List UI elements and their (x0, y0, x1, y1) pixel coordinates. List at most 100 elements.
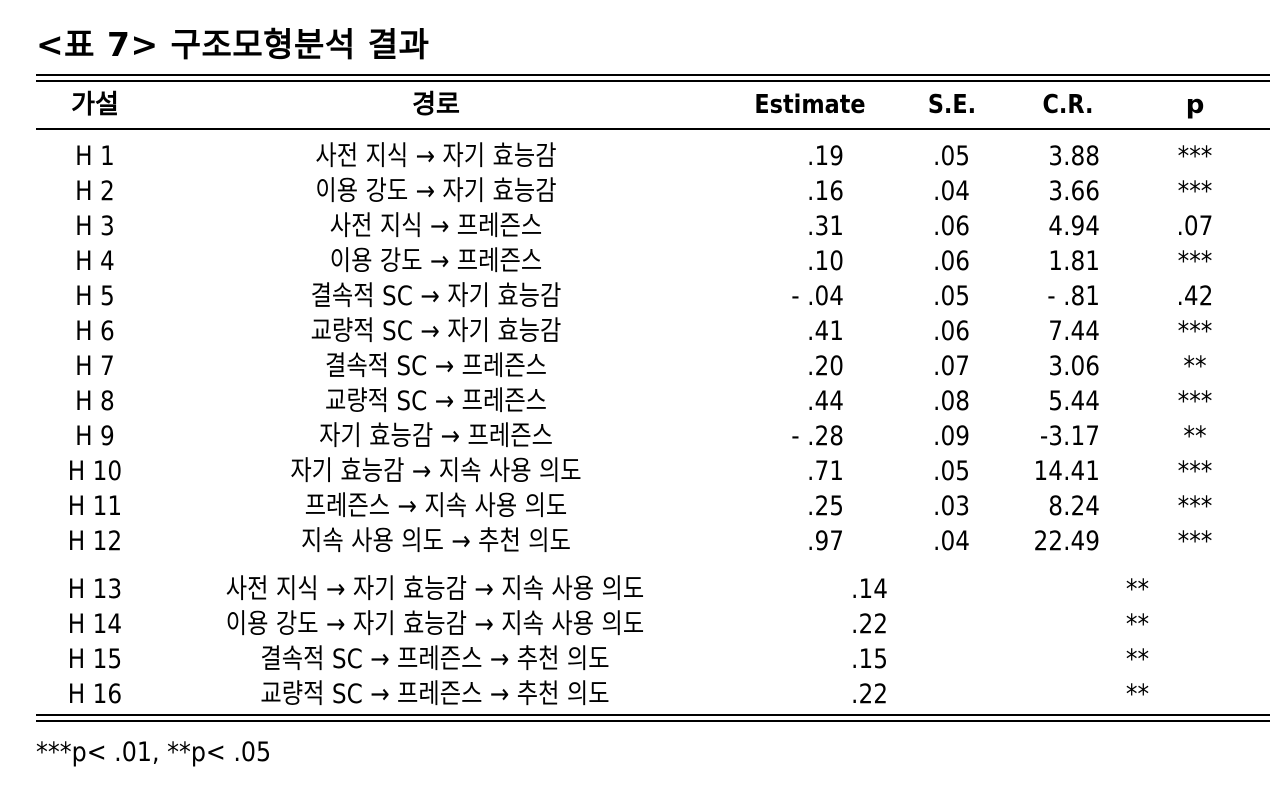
row-p: ** (1125, 644, 1150, 675)
row-hypothesis: H 11 (67, 491, 123, 522)
row-p: *** (1177, 246, 1213, 277)
row-cr: 3.06 (1048, 351, 1100, 382)
bottom-rule (36, 714, 1270, 716)
row-estimate: .25 (807, 491, 844, 522)
header-hypothesis: 가설 (71, 90, 119, 120)
row-path: 자기 효능감 → 지속 사용 의도 (290, 456, 582, 487)
row-estimate: .41 (807, 316, 844, 347)
row-hypothesis: H 9 (75, 421, 115, 452)
row-p: ** (1125, 574, 1150, 605)
significance-footnote: ***p< .01, **p< .05 (36, 737, 272, 768)
row-se: .07 (933, 351, 970, 382)
header-path: 경로 (412, 90, 460, 120)
header-cr: C.R. (1042, 90, 1094, 120)
row-p: *** (1177, 491, 1213, 522)
row-path: 이용 강도 → 프레즌스 (329, 246, 543, 277)
row-se: .03 (933, 491, 970, 522)
row-estimate: .22 (851, 679, 888, 710)
row-se: .06 (933, 211, 970, 242)
row-estimate: .14 (851, 574, 888, 605)
table-row: H 10 자기 효능감 → 지속 사용 의도 .71 .05 14.41 *** (0, 454, 1287, 489)
row-p: *** (1177, 526, 1213, 557)
row-path: 프레즌스 → 지속 사용 의도 (304, 491, 568, 522)
row-estimate: .44 (807, 386, 844, 417)
row-hypothesis: H 2 (75, 176, 115, 207)
row-path: 교량적 SC → 자기 효능감 (310, 316, 562, 347)
row-cr: 5.44 (1048, 386, 1100, 417)
header-rule (36, 128, 1270, 130)
row-hypothesis: H 5 (75, 281, 115, 312)
top-rule (36, 74, 1270, 76)
header-estimate: Estimate (754, 90, 866, 120)
row-estimate: .97 (807, 526, 844, 557)
row-path: 결속적 SC → 자기 효능감 (310, 281, 562, 312)
table-row: H 9 자기 효능감 → 프레즌스 - .28 .09 -3.17 ** (0, 419, 1287, 454)
row-estimate: .22 (851, 609, 888, 640)
row-cr: 4.94 (1048, 211, 1100, 242)
row-path: 결속적 SC → 프레즌스 (324, 351, 548, 382)
row-se: .05 (933, 141, 970, 172)
bottom-rule-inner (36, 720, 1270, 722)
row-path: 지속 사용 의도 → 추천 의도 (301, 526, 571, 557)
row-cr: 3.88 (1048, 141, 1100, 172)
row-p: *** (1177, 176, 1213, 207)
row-path: 이용 강도 → 자기 효능감 → 지속 사용 의도 (225, 609, 645, 640)
table-row: H 1 사전 지식 → 자기 효능감 .19 .05 3.88 *** (0, 139, 1287, 174)
row-p: .42 (1176, 281, 1214, 312)
table-row: H 7 결속적 SC → 프레즌스 .20 .07 3.06 ** (0, 349, 1287, 384)
table-row: H 11 프레즌스 → 지속 사용 의도 .25 .03 8.24 *** (0, 489, 1287, 524)
row-cr: 8.24 (1048, 491, 1100, 522)
table-row: H 5 결속적 SC → 자기 효능감 - .04 .05 - .81 .42 (0, 279, 1287, 314)
table-title: <표 7> 구조모형분석 결과 (36, 25, 430, 64)
row-se: .04 (933, 176, 970, 207)
row-path: 교량적 SC → 프레즌스 (324, 386, 548, 417)
row-hypothesis: H 7 (75, 351, 115, 382)
row-cr: 22.49 (1033, 526, 1100, 557)
table-row: H 14 이용 강도 → 자기 효능감 → 지속 사용 의도 .22 ** (0, 607, 1287, 642)
row-estimate: - .28 (791, 421, 844, 452)
row-path: 사전 지식 → 자기 효능감 (315, 141, 557, 172)
row-hypothesis: H 10 (67, 456, 123, 487)
row-cr: -3.17 (1039, 421, 1100, 452)
table-row: H 13 사전 지식 → 자기 효능감 → 지속 사용 의도 .14 ** (0, 572, 1287, 607)
row-se: .05 (933, 456, 970, 487)
row-p: *** (1177, 386, 1213, 417)
row-estimate: .31 (807, 211, 844, 242)
row-hypothesis: H 1 (75, 141, 115, 172)
row-p: *** (1177, 141, 1213, 172)
row-path: 결속적 SC → 프레즌스 → 추천 의도 (260, 644, 610, 675)
table-row: H 16 교량적 SC → 프레즌스 → 추천 의도 .22 ** (0, 677, 1287, 712)
row-hypothesis: H 14 (67, 609, 123, 640)
row-se: .06 (933, 246, 970, 277)
row-estimate: .19 (807, 141, 844, 172)
row-estimate: .15 (851, 644, 888, 675)
row-se: .06 (933, 316, 970, 347)
top-rule-inner (36, 80, 1270, 82)
row-p: ** (1183, 351, 1207, 382)
row-cr: 14.41 (1033, 456, 1100, 487)
row-path: 사전 지식 → 자기 효능감 → 지속 사용 의도 (225, 574, 645, 605)
row-se: .05 (933, 281, 970, 312)
row-estimate: .71 (807, 456, 844, 487)
row-estimate: .10 (807, 246, 844, 277)
row-cr: 7.44 (1048, 316, 1100, 347)
row-estimate: .16 (807, 176, 844, 207)
header-p: p (1185, 90, 1205, 120)
row-hypothesis: H 16 (67, 679, 123, 710)
row-path: 이용 강도 → 자기 효능감 (315, 176, 557, 207)
row-se: .09 (933, 421, 970, 452)
table-row: H 8 교량적 SC → 프레즌스 .44 .08 5.44 *** (0, 384, 1287, 419)
row-cr: - .81 (1047, 281, 1100, 312)
row-path: 사전 지식 → 프레즌스 (329, 211, 543, 242)
row-se: .08 (933, 386, 970, 417)
table-row: H 6 교량적 SC → 자기 효능감 .41 .06 7.44 *** (0, 314, 1287, 349)
row-hypothesis: H 15 (67, 644, 123, 675)
row-cr: 3.66 (1048, 176, 1100, 207)
row-hypothesis: H 12 (67, 526, 123, 557)
row-path: 교량적 SC → 프레즌스 → 추천 의도 (260, 679, 610, 710)
row-p: ** (1125, 679, 1150, 710)
row-path: 자기 효능감 → 프레즌스 (319, 421, 553, 452)
row-p: *** (1177, 316, 1213, 347)
table-row: H 12 지속 사용 의도 → 추천 의도 .97 .04 22.49 *** (0, 524, 1287, 559)
row-se: .04 (933, 526, 970, 557)
